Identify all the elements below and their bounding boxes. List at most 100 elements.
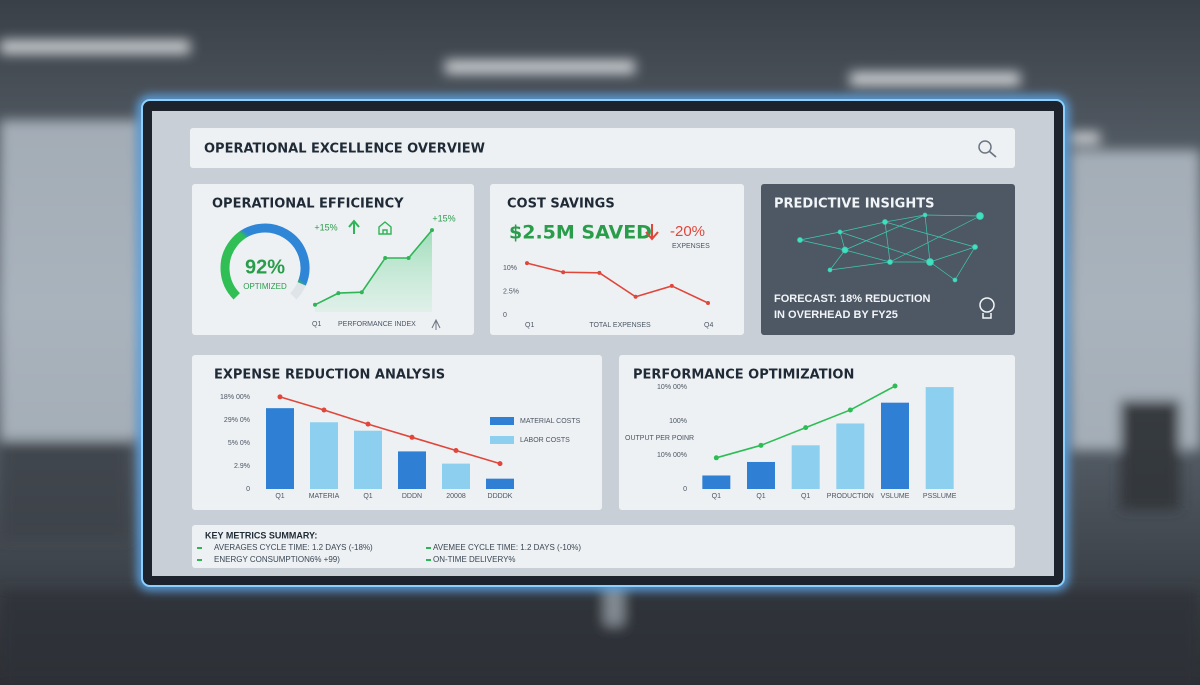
trend-point <box>713 455 719 461</box>
bar <box>398 451 426 489</box>
x-tick-label: VSLUME <box>881 493 910 500</box>
network-graphic <box>797 212 984 283</box>
bar <box>354 430 382 489</box>
trend-point <box>453 447 459 453</box>
trend-point <box>277 394 283 400</box>
trend-point <box>892 383 898 389</box>
bullet <box>197 547 431 561</box>
x-tick-label: DDDN <box>402 493 422 500</box>
trend-point <box>365 421 371 427</box>
bar <box>442 463 470 489</box>
x-axis-label: PERFORMANCE INDEX <box>338 321 416 328</box>
trend-line <box>279 396 501 465</box>
legend-swatch <box>490 417 514 425</box>
x-tick-label: Q1 <box>756 493 765 500</box>
line-point <box>313 302 317 307</box>
performance-card <box>619 355 1015 510</box>
summary-item: ENERGY CONSUMPTION6% +99) <box>214 555 340 564</box>
bar <box>266 408 294 489</box>
trend-point <box>803 425 809 431</box>
x-tick-label: Q1 <box>275 493 284 500</box>
y-tick-label: 10% <box>503 265 517 272</box>
card-title: COST SAVINGS <box>507 197 615 212</box>
x-tick-label: Q1 <box>712 493 721 500</box>
y-tick-label: 0 <box>503 312 507 319</box>
badge: +15% <box>432 213 455 223</box>
x-tick-label: Q1 <box>801 493 810 500</box>
change-caption: EXPENSES <box>672 243 710 250</box>
line-point <box>336 291 341 296</box>
trend-point <box>847 407 853 413</box>
gauge-value: 92% <box>245 256 285 278</box>
y-tick-label: 5% 0% <box>228 440 250 447</box>
legend-label: MATERIAL COSTS <box>520 418 581 425</box>
x-axis-label: Q1 <box>312 321 321 328</box>
gauge-caption: OPTIMIZED <box>243 282 287 291</box>
legend-swatch <box>490 436 514 444</box>
gauge-arc <box>220 223 310 300</box>
card-title: PREDICTIVE INSIGHTS <box>774 197 934 212</box>
trend-point <box>758 442 764 448</box>
trend-point <box>497 461 503 467</box>
cursor-icon <box>431 318 441 330</box>
line <box>526 262 709 304</box>
badge: +15% <box>314 222 337 232</box>
line-area <box>315 230 432 312</box>
line-point <box>633 294 638 299</box>
x-tick-label: 20008 <box>446 493 466 500</box>
trend-point <box>409 434 415 440</box>
line-point <box>561 270 566 275</box>
x-axis-label: TOTAL EXPENSES <box>589 322 651 329</box>
line-point <box>597 270 602 275</box>
line-point <box>669 283 674 288</box>
search-icon[interactable] <box>978 140 997 158</box>
dynamic-layer: 10% 2.5% 0 18% 00% 29% 0% 5% 0% 2.9% 0 Q1 MATERIA… <box>214 223 957 564</box>
x-tick-label: MATERIA <box>309 493 340 500</box>
line-point <box>430 228 434 233</box>
summary-item: AVEMEE CYCLE TIME: 1.2 DAYS (-10%) <box>433 543 581 552</box>
x-tick-label: PSSLUME <box>923 493 957 500</box>
bar <box>702 475 731 489</box>
line-point <box>525 261 529 266</box>
forecast-text: FORECAST: 18% REDUCTION <box>774 293 931 305</box>
bar <box>486 478 514 489</box>
line <box>314 229 433 306</box>
arrow-up-icon <box>348 219 360 234</box>
home-icon <box>378 221 392 235</box>
bar <box>310 422 338 489</box>
summary-card <box>192 525 1015 568</box>
line-point <box>706 301 710 306</box>
summary-item: AVERAGES CYCLE TIME: 1.2 DAYS (-18%) <box>214 543 373 552</box>
predictive-card <box>761 184 1015 335</box>
header-bar: OPERATIONAL EXCELLENCE OVERVIEW <box>190 128 1015 168</box>
y-tick-label: 2.5% <box>503 288 519 295</box>
cost-card <box>490 184 744 335</box>
axis-label: OUTPUT PER POINR <box>625 435 694 442</box>
bar <box>925 387 954 489</box>
y-tick-label: 29% 0% <box>224 417 250 424</box>
trend-point <box>321 407 327 413</box>
x-axis-label: Q4 <box>704 322 713 329</box>
card-title: OPERATIONAL EFFICIENCY <box>212 197 404 212</box>
forecast-text: IN OVERHEAD BY FY25 <box>774 309 898 321</box>
card-title: PERFORMANCE OPTIMIZATION <box>633 368 854 383</box>
y-tick-label: 10% 00% <box>657 384 687 391</box>
bar <box>747 461 775 489</box>
card-title: KEY METRICS SUMMARY: <box>205 530 317 540</box>
y-tick-label: 10% 00% <box>657 452 687 459</box>
bulb-icon <box>979 297 995 319</box>
legend-label: LABOR COSTS <box>520 437 570 444</box>
y-tick-label: 2.9% <box>234 463 250 470</box>
monitor <box>138 96 1068 590</box>
y-tick-label: 18% 00% <box>220 394 250 401</box>
line-point <box>359 290 364 295</box>
line-point <box>383 256 388 260</box>
dashboard-title: OPERATIONAL EXCELLENCE OVERVIEW <box>204 142 485 157</box>
change: -20% <box>670 223 705 240</box>
card-title: EXPENSE REDUCTION ANALYSIS <box>214 368 445 383</box>
arrow-down-icon <box>645 224 659 241</box>
x-tick-label: Q1 <box>363 493 372 500</box>
y-tick-label: 0 <box>683 486 687 493</box>
y-tick-label: 0 <box>246 486 250 493</box>
